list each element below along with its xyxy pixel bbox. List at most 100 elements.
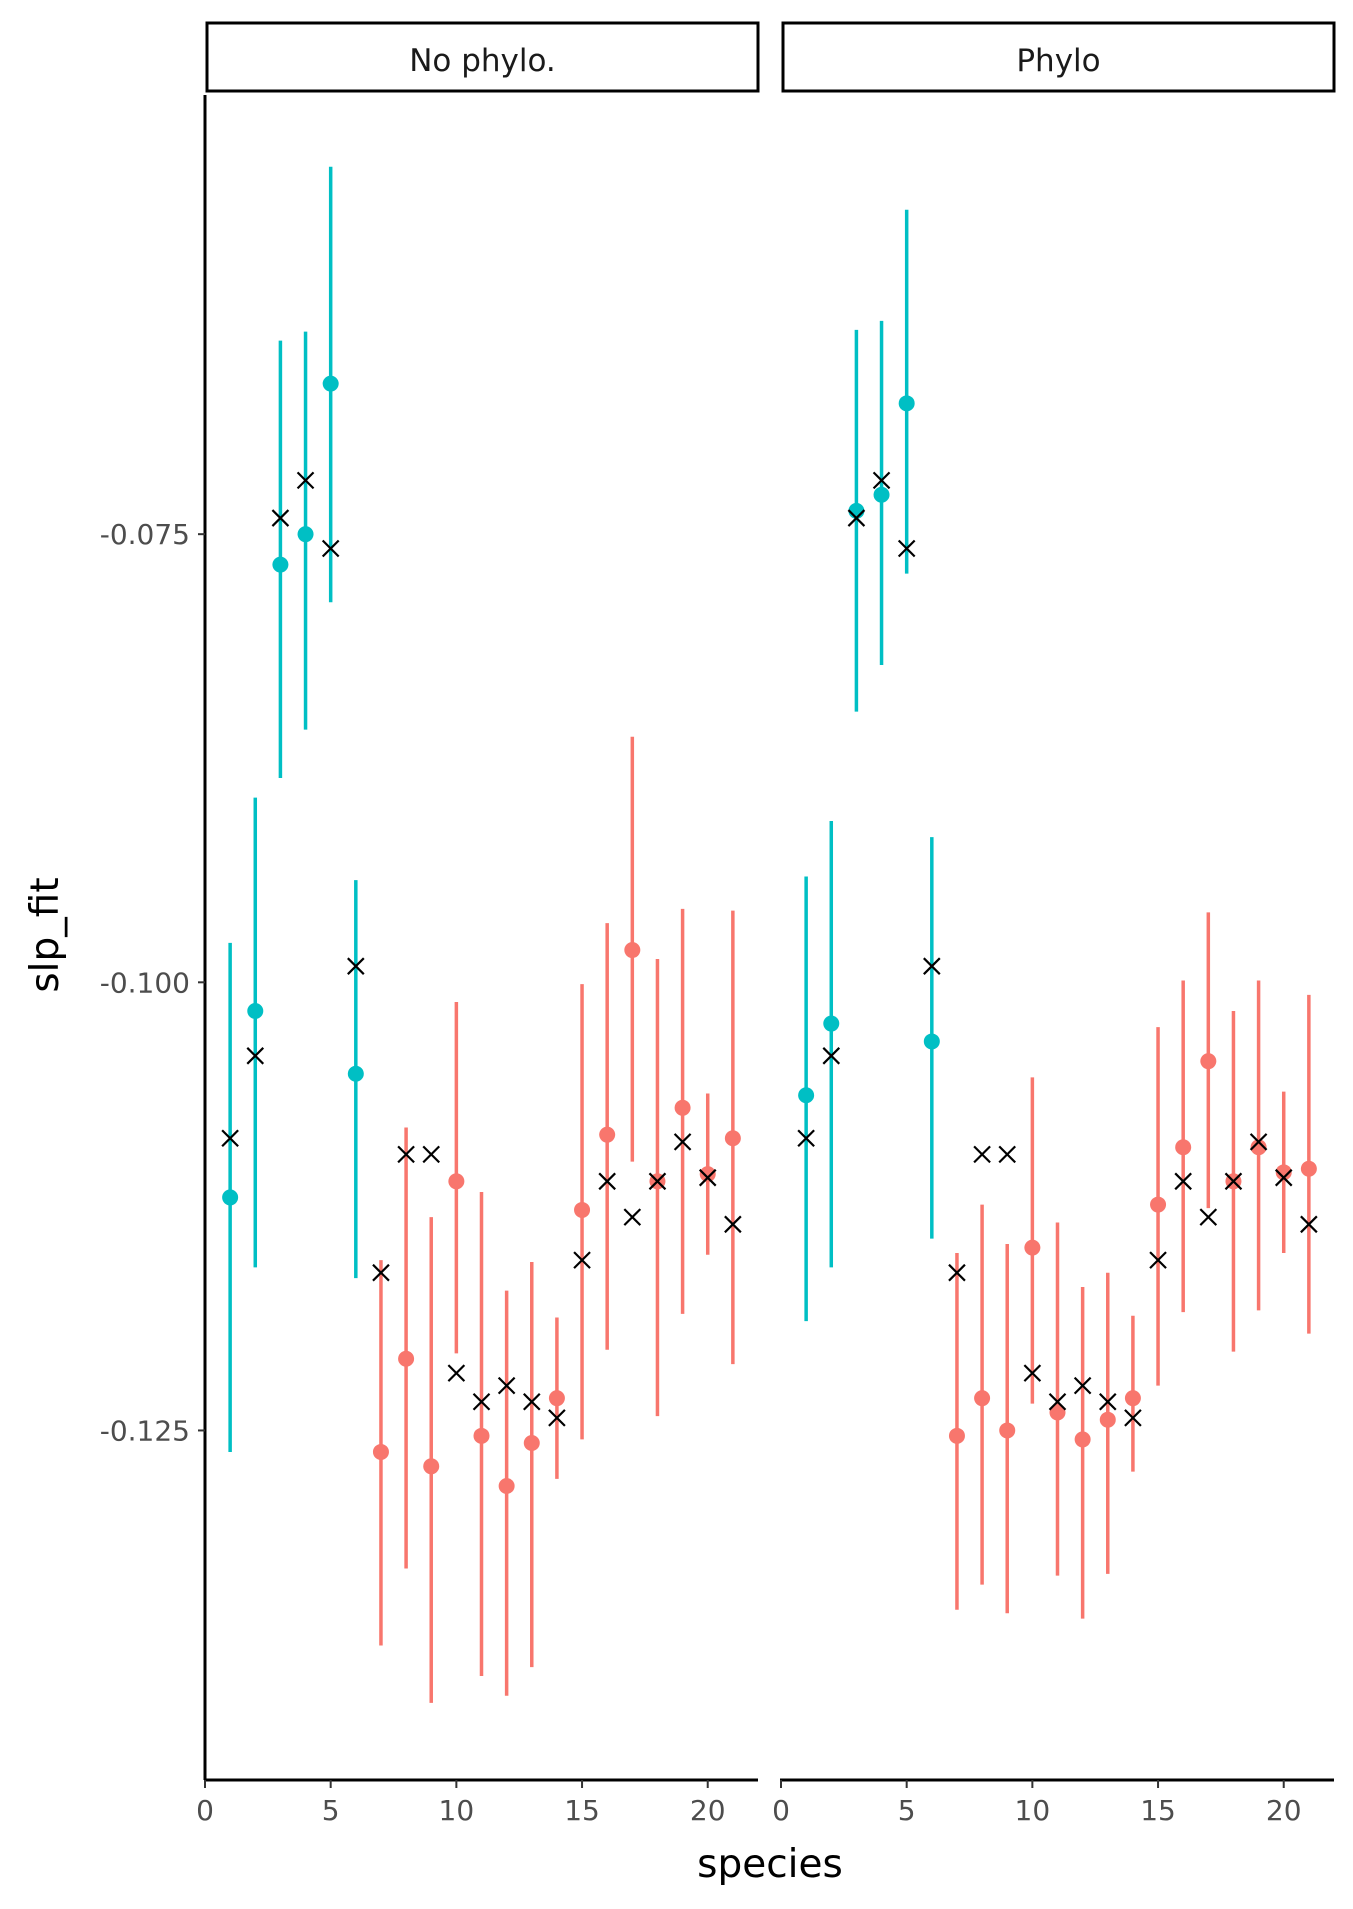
estimate-point (1300, 1160, 1317, 1177)
true-value-cross (1199, 1208, 1218, 1226)
estimate-point (222, 1189, 239, 1206)
estimate-point (523, 1435, 540, 1451)
true-value-cross (1174, 1172, 1192, 1191)
true-value-cross (598, 1172, 616, 1191)
true-value-cross (271, 509, 290, 527)
estimate-point (948, 1427, 965, 1444)
y-axis-title: slp_fit (23, 877, 68, 992)
true-value-cross (1098, 1392, 1117, 1411)
true-value-cross (372, 1263, 390, 1282)
true-value-cross (347, 957, 365, 975)
true-value-cross (623, 1208, 642, 1226)
panel-no-phylo: No phylo. 0 5 10 15 20 (196, 21, 760, 1827)
true-value-cross (573, 1251, 591, 1269)
true-value-cross (1224, 1172, 1243, 1191)
estimate-point (898, 395, 915, 412)
x-tick-label: 20 (690, 1794, 726, 1827)
estimate-point (1150, 1196, 1167, 1213)
true-value-cross (296, 471, 315, 490)
true-value-cross (1073, 1376, 1092, 1395)
true-value-cross (847, 509, 866, 527)
x-tick-label: 10 (1015, 1794, 1051, 1827)
estimate-point (448, 1173, 465, 1190)
true-value-cross (648, 1172, 667, 1191)
y-tick-label: -0.100 (100, 966, 190, 999)
true-value-cross (872, 471, 891, 490)
true-value-cross (447, 1364, 466, 1382)
true-value-cross (698, 1168, 717, 1187)
estimate-point (322, 375, 339, 392)
strip-label-phylo: Phylo (1016, 43, 1100, 79)
estimate-point (974, 1390, 991, 1407)
true-value-cross (548, 1409, 566, 1427)
estimate-point (873, 486, 890, 503)
estimate-point (247, 1002, 264, 1019)
estimate-point (823, 1015, 840, 1032)
estimate-point (498, 1478, 515, 1495)
true-value-cross (1149, 1251, 1167, 1269)
estimate-point (798, 1087, 815, 1104)
true-value-cross (1048, 1392, 1067, 1411)
panel-phylo: Phylo 0 5 10 15 20 (772, 21, 1336, 1827)
x-tick-label: 15 (564, 1794, 600, 1827)
estimate-point (473, 1427, 490, 1444)
true-value-cross (897, 539, 916, 558)
true-value-cross (973, 1145, 991, 1164)
estimate-point (423, 1458, 440, 1475)
estimate-point (1074, 1431, 1091, 1448)
true-value-cross (1300, 1215, 1318, 1234)
true-value-cross (797, 1129, 815, 1148)
x-tick-label: 20 (1266, 1794, 1302, 1827)
estimate-point (1200, 1053, 1217, 1070)
true-value-cross (1249, 1133, 1268, 1151)
estimate-point (848, 502, 865, 519)
estimate-point (724, 1130, 741, 1147)
estimate-point (1175, 1139, 1192, 1156)
true-value-cross (822, 1047, 841, 1065)
true-value-cross (724, 1215, 742, 1234)
strip-label-no-phylo: No phylo. (409, 43, 556, 79)
estimate-point (297, 526, 314, 543)
estimate-point (1099, 1411, 1116, 1428)
true-value-cross (472, 1392, 491, 1411)
true-value-cross (1124, 1409, 1142, 1427)
estimate-point (574, 1201, 591, 1218)
true-value-cross (998, 1145, 1017, 1164)
y-axis-ticks: -0.075 -0.100 -0.125 (100, 518, 205, 1447)
estimate-point (923, 1033, 940, 1050)
strip-header-no-phylo (205, 21, 760, 93)
y-tick-label: -0.075 (100, 518, 190, 551)
true-value-cross (522, 1392, 541, 1411)
true-value-cross (422, 1145, 441, 1164)
estimate-point (548, 1390, 565, 1407)
true-value-cross (673, 1133, 692, 1151)
x-tick-label: 15 (1140, 1794, 1176, 1827)
true-value-cross (948, 1263, 966, 1282)
true-value-cross (1274, 1168, 1293, 1187)
true-value-cross (497, 1376, 516, 1395)
y-tick-label: -0.125 (100, 1414, 190, 1447)
estimate-point (1250, 1139, 1267, 1156)
x-tick-label: 0 (196, 1794, 214, 1827)
true-value-cross (1023, 1364, 1042, 1382)
x-tick-label: 5 (322, 1794, 340, 1827)
x-ticks-no-phylo: 0 5 10 15 20 (196, 1780, 726, 1827)
estimate-point (599, 1126, 616, 1143)
estimate-point (624, 942, 641, 959)
x-axis-title: species (697, 1842, 843, 1887)
x-ticks-phylo: 0 5 10 15 20 (772, 1780, 1302, 1827)
estimate-point (1124, 1390, 1141, 1407)
estimate-point (1024, 1239, 1041, 1256)
estimate-point (1049, 1404, 1066, 1421)
estimate-point (347, 1065, 364, 1082)
x-tick-label: 5 (898, 1794, 916, 1827)
estimate-point (999, 1422, 1016, 1439)
x-tick-label: 0 (772, 1794, 790, 1827)
strip-header-phylo (781, 21, 1336, 93)
true-value-cross (221, 1129, 239, 1148)
x-tick-label: 10 (439, 1794, 475, 1827)
marks-no-phylo (221, 166, 742, 1703)
marks-phylo (797, 209, 1318, 1619)
estimate-point (1275, 1164, 1292, 1181)
